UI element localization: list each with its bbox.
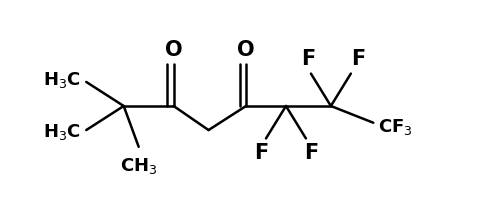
Text: H$_3$C: H$_3$C [44,122,81,142]
Text: O: O [164,40,182,60]
Text: F: F [301,49,315,69]
Text: F: F [303,143,318,163]
Text: CH$_3$: CH$_3$ [120,156,157,176]
Text: H$_3$C: H$_3$C [44,70,81,90]
Text: F: F [351,49,365,69]
Text: CF$_3$: CF$_3$ [378,117,412,137]
Text: O: O [237,40,255,60]
Text: F: F [254,143,268,163]
